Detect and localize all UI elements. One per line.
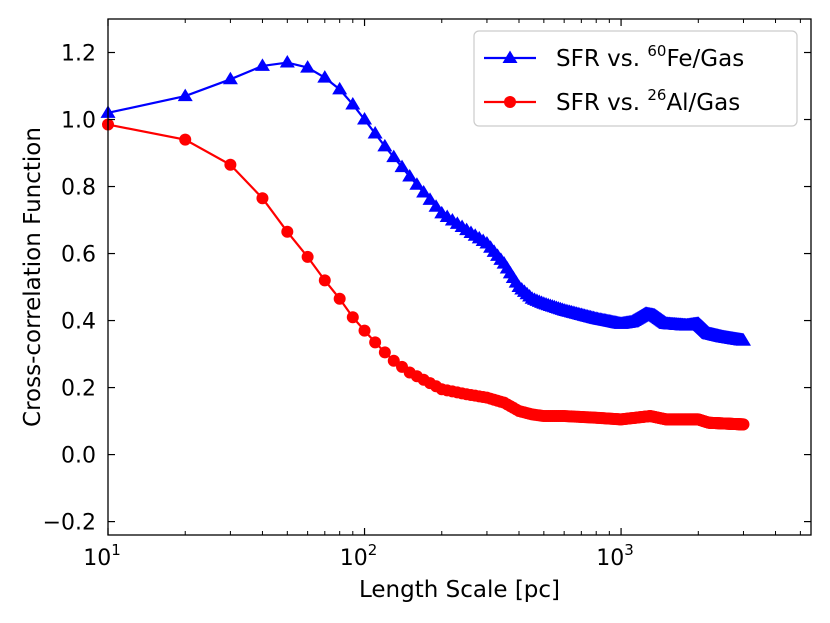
data-point: [416, 185, 432, 198]
data-point: [367, 126, 383, 139]
y-axis-label: Cross-correlation Function: [20, 127, 46, 427]
data-point: [281, 225, 294, 238]
legend-box: [473, 30, 798, 127]
x-tick-label: 101: [83, 541, 121, 571]
data-point: [256, 192, 269, 205]
plot-frame: [107, 18, 812, 536]
data-point: [422, 192, 438, 205]
data-point: [317, 70, 333, 83]
legend-label-fe60: SFR vs. 60Fe/Gas: [556, 42, 744, 72]
data-point: [358, 324, 371, 337]
data-point: [409, 177, 425, 190]
data-point: [377, 138, 393, 152]
legend-label-al26: SFR vs. 26Al/Gas: [556, 86, 740, 116]
x-tick-label: 102: [340, 541, 378, 571]
data-point: [387, 354, 400, 367]
series-layer: [100, 55, 751, 431]
data-point: [224, 158, 237, 171]
y-tick-label: 0.4: [61, 310, 96, 335]
tick-layer: −0.2 0.0 0.2 0.4 0.6 0.8 1.0 1.2 101 102 103: [43, 19, 811, 571]
data-point: [279, 55, 295, 68]
data-point: [177, 88, 193, 102]
data-point: [357, 112, 373, 125]
data-point: [318, 274, 331, 287]
y-tick-label: 1.0: [61, 109, 96, 134]
data-point: [735, 333, 751, 346]
data-point: [369, 336, 382, 349]
data-point: [394, 159, 410, 173]
data-point: [346, 311, 359, 324]
data-point: [378, 346, 391, 359]
y-tick-label: 0.0: [61, 444, 96, 469]
data-point: [737, 418, 750, 431]
y-tick-label: 1.2: [61, 42, 96, 67]
x-tick-label: 103: [596, 541, 634, 571]
data-point: [402, 168, 418, 182]
data-point: [222, 71, 238, 85]
data-point: [333, 292, 346, 305]
legend: SFR vs. 60Fe/Gas SFR vs. 26Al/Gas: [473, 30, 798, 127]
y-tick-label: 0.6: [61, 243, 96, 268]
legend-marker-al26: [504, 96, 516, 108]
data-point: [254, 58, 270, 71]
series-al26: [102, 118, 750, 431]
data-point: [428, 199, 444, 212]
x-axis-label: Length Scale [pc]: [359, 577, 560, 603]
y-tick-label: −0.2: [43, 511, 96, 536]
data-point: [345, 96, 361, 110]
series-fe60: [100, 55, 751, 346]
data-point: [301, 250, 314, 263]
data-point: [179, 133, 192, 146]
y-tick-label: 0.2: [61, 377, 96, 402]
legend-marker-fe60: [502, 50, 518, 63]
data-point: [332, 81, 348, 95]
data-point: [300, 60, 316, 73]
y-tick-label: 0.8: [61, 176, 96, 201]
data-point: [386, 149, 402, 163]
